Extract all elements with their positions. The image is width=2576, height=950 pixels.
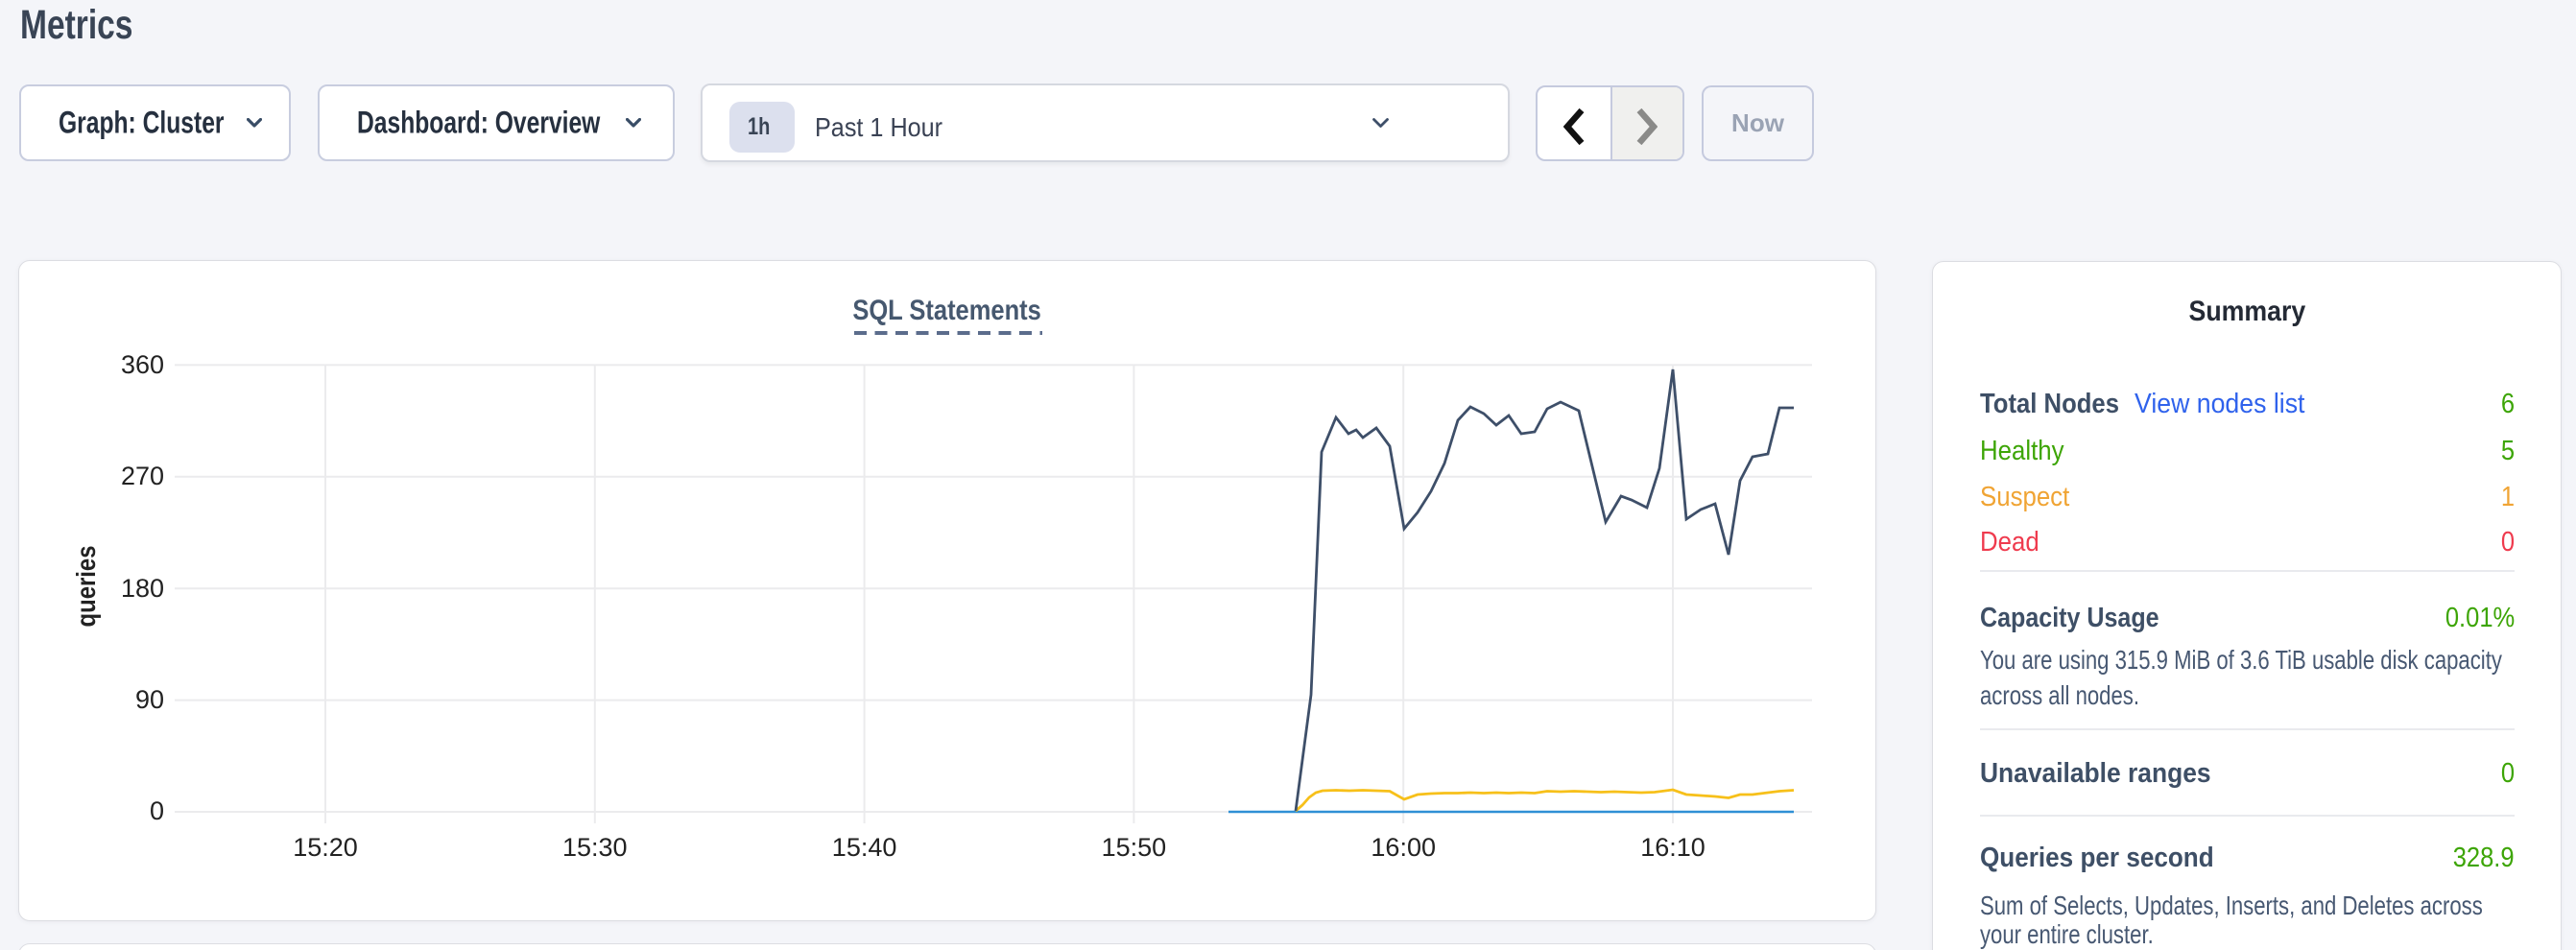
svg-text:0: 0 — [150, 796, 164, 825]
svg-text:15:50: 15:50 — [1102, 833, 1167, 862]
svg-text:16:00: 16:00 — [1371, 833, 1436, 862]
svg-text:360: 360 — [121, 350, 164, 379]
svg-text:90: 90 — [135, 685, 164, 714]
svg-text:16:10: 16:10 — [1640, 833, 1705, 862]
svg-text:queries: queries — [71, 546, 101, 628]
svg-text:15:40: 15:40 — [832, 833, 897, 862]
svg-text:15:30: 15:30 — [562, 833, 628, 862]
svg-text:180: 180 — [121, 574, 164, 603]
svg-text:270: 270 — [121, 462, 164, 490]
svg-text:15:20: 15:20 — [293, 833, 358, 862]
